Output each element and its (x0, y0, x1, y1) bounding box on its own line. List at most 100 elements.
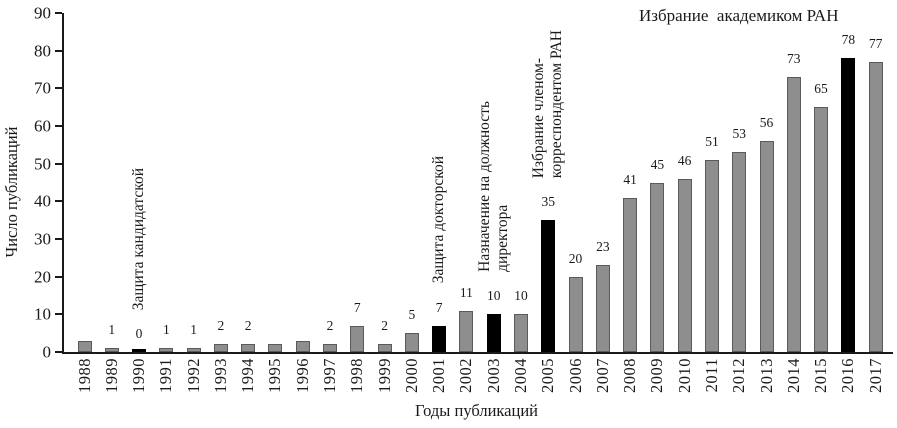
bar-1991 (159, 348, 174, 352)
annotation-ras-corresponding-member-election: Избрание членом-корреспондентом РАН (530, 30, 566, 178)
x-tick-label-2004: 2004 (510, 358, 530, 393)
bar-value-label-1999: 2 (381, 318, 388, 334)
bar-2007 (595, 265, 610, 352)
bar-value-label-2004: 10 (514, 288, 528, 304)
bar-2013 (759, 141, 774, 352)
x-tick-label-2002: 2002 (456, 358, 476, 393)
bar-value-label-1991: 1 (162, 322, 170, 338)
bar-1996 (295, 340, 310, 352)
y-tick-mark (55, 162, 62, 165)
bar-2015 (814, 107, 829, 352)
bar-value-label-1989: 1 (108, 322, 116, 338)
bar-2014 (786, 77, 801, 352)
y-tick-mark (55, 351, 62, 353)
bar-1997 (323, 344, 338, 352)
bar-value-label-2016: 78 (841, 32, 856, 48)
x-tick-label-1999: 1999 (374, 358, 394, 393)
annotation-doctoral-thesis-defense: Защита докторской (430, 156, 448, 283)
bar-1994 (241, 344, 256, 352)
bar-value-label-2011: 51 (705, 133, 719, 149)
bar-2003 (486, 314, 501, 352)
y-tick-label: 20 (34, 267, 51, 287)
y-tick-mark (55, 200, 62, 203)
x-tick-label-2013: 2013 (756, 358, 776, 393)
bar-2017 (868, 61, 883, 352)
bar-value-label-2005: 35 (541, 194, 556, 210)
x-tick-label-2000: 2000 (401, 358, 421, 393)
x-tick-label-2014: 2014 (783, 358, 803, 393)
bar-value-label-1998: 7 (353, 299, 361, 315)
x-tick-label-2010: 2010 (674, 358, 694, 393)
bar-value-label-1992: 1 (190, 322, 197, 338)
bar-1995 (268, 344, 283, 352)
bar-2008 (623, 197, 638, 352)
y-tick-mark (55, 313, 62, 316)
y-tick-label: 30 (34, 229, 51, 249)
x-axis-title: Годы публикаций (415, 401, 538, 420)
bar-value-label-2000: 5 (408, 307, 416, 323)
bar-2006 (568, 276, 583, 352)
x-tick-label-2009: 2009 (647, 358, 667, 393)
annotation-line: Защита докторской (430, 156, 448, 284)
bar-1998 (350, 325, 365, 352)
bar-2005 (541, 220, 556, 352)
bar-1988 (77, 340, 92, 352)
bar-value-label-2017: 77 (868, 35, 883, 51)
bar-value-label-2001: 7 (435, 299, 443, 315)
bar-value-label-2006: 20 (568, 250, 583, 266)
y-tick-mark (55, 12, 62, 14)
y-tick-label: 50 (34, 154, 51, 174)
bar-1990 (132, 349, 147, 352)
bar-value-label-2013: 56 (759, 115, 774, 131)
x-tick-label-1993: 1993 (210, 358, 230, 393)
bar-2010 (677, 178, 692, 352)
bar-1993 (213, 344, 228, 352)
bar-2004 (513, 314, 528, 352)
y-tick-mark (55, 49, 62, 52)
bar-value-label-2012: 53 (732, 126, 746, 142)
x-tick-label-1988: 1988 (74, 358, 94, 393)
bar-1989 (104, 348, 119, 352)
x-tick-label-1992: 1992 (183, 358, 203, 393)
annotation-line: директора (493, 205, 511, 273)
bar-1999 (377, 344, 392, 352)
bar-2002 (459, 310, 474, 352)
x-tick-label-2011: 2011 (701, 358, 721, 393)
x-tick-label-2008: 2008 (620, 358, 640, 393)
y-tick-label: 0 (42, 342, 52, 362)
plot-area: 0 10 20 30 40 50 60 70 80 90 1988 1 1989 0 1990 1 1991 1 1… (34, 5, 893, 393)
bar-2016 (841, 58, 856, 352)
y-tick-mark (55, 275, 62, 278)
annotation-line: Избрание членом- (530, 57, 548, 179)
bar-value-label-1993: 2 (217, 318, 225, 334)
bar-value-label-2014: 73 (787, 51, 801, 67)
bar-value-label-1997: 2 (326, 318, 334, 334)
bar-2011 (704, 159, 719, 352)
y-tick-label: 70 (34, 78, 51, 98)
x-tick-label-2001: 2001 (429, 358, 449, 393)
y-tick-label: 10 (34, 304, 51, 324)
bar-value-label-2003: 10 (486, 288, 501, 304)
bar-value-label-2007: 23 (596, 239, 610, 255)
x-tick-label-1998: 1998 (347, 358, 367, 393)
annotation-director-appointment: Назначение на должность директора (476, 101, 512, 272)
y-tick-label: 60 (34, 116, 51, 136)
y-tick-label: 90 (34, 3, 51, 23)
annotation-ras-academician-election: Избрание академиком РАН (639, 7, 838, 25)
x-tick-label-1991: 1991 (156, 358, 176, 393)
annotation-line: корреспондентом РАН (548, 29, 566, 179)
y-tick-mark (55, 238, 62, 240)
bar-value-label-2002: 11 (459, 284, 473, 300)
bar-value-label-2009: 45 (650, 156, 665, 172)
bar-value-label-2010: 46 (677, 152, 692, 168)
bar-value-label-2008: 41 (623, 171, 637, 187)
x-tick-label-2007: 2007 (592, 358, 612, 393)
bar-value-label-2015: 65 (814, 81, 828, 97)
x-tick-label-1995: 1995 (265, 358, 285, 393)
x-tick-label-1996: 1996 (292, 358, 312, 393)
x-tick-label-1997: 1997 (320, 358, 340, 393)
y-tick-mark (55, 87, 62, 90)
bar-2000 (404, 333, 419, 352)
bar-2009 (650, 182, 665, 352)
